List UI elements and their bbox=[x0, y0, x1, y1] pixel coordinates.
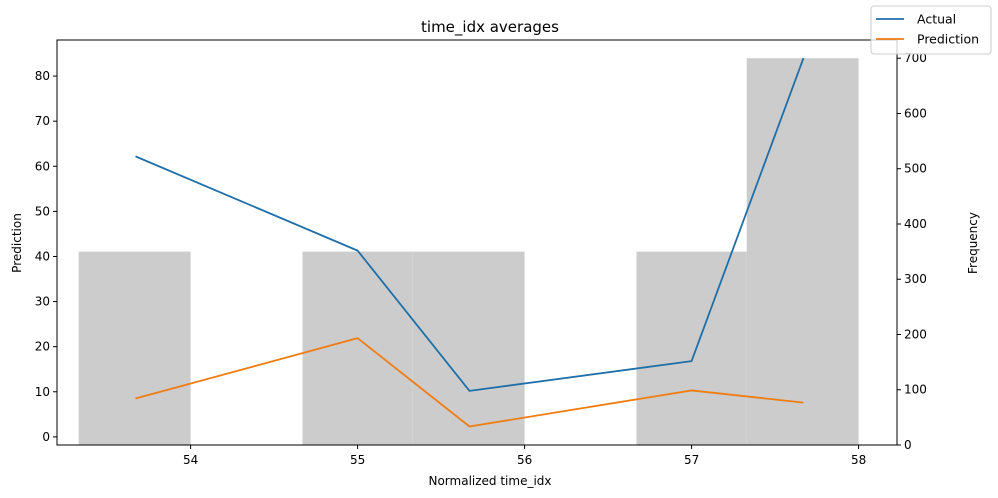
legend-label-prediction: Prediction bbox=[917, 32, 979, 47]
y-tick-label: 20 bbox=[35, 340, 50, 354]
histogram-bars bbox=[78, 58, 859, 446]
y-tick-label: 70 bbox=[35, 114, 50, 128]
legend: Actual Prediction bbox=[870, 5, 992, 55]
y2-tick-label: 500 bbox=[904, 162, 927, 176]
y-tick-label: 30 bbox=[35, 295, 50, 309]
series-lines bbox=[135, 57, 805, 428]
y-tick-label: 40 bbox=[35, 249, 50, 263]
x-axis-label: Normalized time_idx bbox=[428, 474, 551, 488]
series-line-actual bbox=[135, 57, 805, 392]
histogram-bar-0 bbox=[78, 251, 191, 445]
y-axis-ticks: 0 10 20 30 40 50 60 70 80 bbox=[35, 69, 57, 444]
x-tick-label: 57 bbox=[684, 453, 699, 467]
y2-tick-label: 700 bbox=[904, 51, 927, 65]
legend-label-actual: Actual bbox=[917, 12, 956, 27]
x-axis-ticks: 54 55 56 57 58 bbox=[183, 445, 866, 467]
x-tick-label: 55 bbox=[350, 453, 365, 467]
y-tick-label: 80 bbox=[35, 69, 50, 83]
y2-tick-label: 300 bbox=[904, 272, 927, 286]
y-axis-label: Prediction bbox=[10, 213, 24, 273]
y-tick-label: 60 bbox=[35, 159, 50, 173]
y2-tick-label: 100 bbox=[904, 383, 927, 397]
x-tick-label: 56 bbox=[517, 453, 532, 467]
chart-title: time_idx averages bbox=[421, 18, 559, 37]
series-line-prediction bbox=[135, 337, 804, 428]
plot-frame bbox=[56, 39, 898, 446]
histogram-bar-3 bbox=[636, 251, 747, 445]
y2-tick-label: 200 bbox=[904, 327, 927, 341]
y2-axis-ticks: 0 100 200 300 400 500 600 700 bbox=[897, 51, 927, 452]
x-tick-label: 58 bbox=[851, 453, 866, 467]
y2-tick-label: 400 bbox=[904, 217, 927, 231]
y-tick-label: 10 bbox=[35, 385, 50, 399]
y-tick-label: 50 bbox=[35, 204, 50, 218]
histogram-bar-2 bbox=[412, 251, 525, 445]
y2-tick-label: 0 bbox=[904, 438, 912, 452]
histogram-bar-4 bbox=[746, 58, 859, 446]
legend-box bbox=[870, 5, 992, 55]
x-tick-label: 54 bbox=[183, 453, 198, 467]
y-tick-label: 0 bbox=[42, 430, 50, 444]
y2-axis-label: Frequency bbox=[966, 212, 980, 274]
y2-tick-label: 600 bbox=[904, 106, 927, 120]
